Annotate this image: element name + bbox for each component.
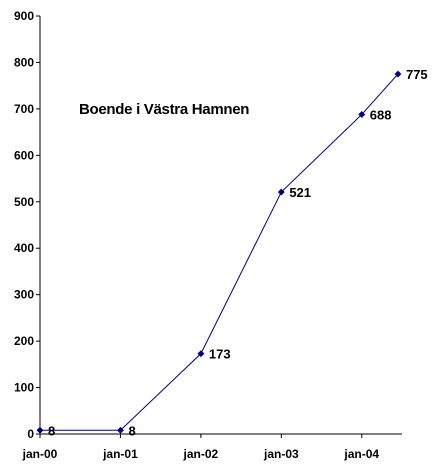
x-tick-label: jan-01 [102, 447, 138, 461]
y-tick-label: 300 [14, 288, 34, 302]
data-label: 521 [289, 185, 311, 200]
data-point-marker [277, 188, 285, 196]
x-tick-label: jan-00 [22, 447, 58, 461]
y-tick-label: 200 [14, 334, 34, 348]
x-tick-label: jan-04 [343, 447, 379, 461]
y-tick-label: 0 [27, 427, 34, 441]
series-path [40, 73, 399, 431]
axes: 0 100 200 300 400 500 600 700 800 900 jan-00 jan-01… [14, 9, 402, 461]
data-label: 8 [48, 423, 55, 438]
data-labels: 8 8 173 521 688 775 [48, 67, 428, 438]
data-label: 775 [406, 67, 428, 82]
data-label: 8 [128, 423, 135, 438]
y-tick-label: 400 [14, 241, 34, 255]
data-point-marker [36, 426, 44, 434]
y-tick-label: 700 [14, 102, 34, 116]
y-tick-label: 800 [14, 55, 34, 69]
x-tick-label: jan-02 [183, 447, 219, 461]
data-point-marker [197, 350, 205, 358]
data-point-marker [394, 70, 402, 78]
data-label: 688 [370, 107, 392, 122]
chart-title: Boende i Västra Hamnen [79, 101, 249, 118]
x-tick-label: jan-03 [263, 447, 299, 461]
y-tick-label: 900 [14, 9, 34, 23]
y-tick-label: 600 [14, 148, 34, 162]
data-label: 173 [209, 347, 231, 362]
data-point-marker [358, 110, 366, 119]
data-point-marker [116, 426, 124, 434]
y-tick-label: 500 [14, 195, 34, 209]
y-tick-label: 100 [14, 381, 34, 395]
series-line [36, 70, 402, 434]
